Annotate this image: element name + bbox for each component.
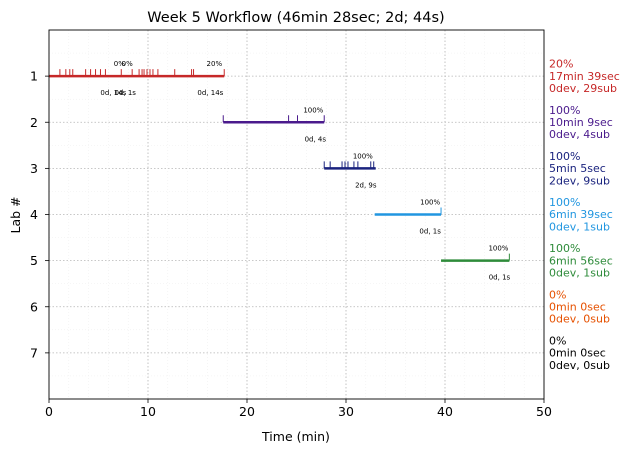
lab-1-summary-line: 0dev, 29sub [549,82,617,95]
lab-6-summary-line: 0dev, 0sub [549,313,610,326]
y-tick-label: 5 [30,253,38,268]
y-tick-label: 3 [30,161,38,176]
lab-1-duration-label: 0d, 14s [197,89,223,97]
lab-3-progress-label: 100% [353,152,373,160]
y-tick-label: 6 [30,299,38,314]
y-tick-label: 7 [30,345,38,360]
lab-1-progress-label: 20% [207,60,223,68]
lab-7-summary-line: 0% [549,334,566,347]
lab-5-progress-label: 100% [488,245,508,253]
lab-4-progress-label: 100% [420,199,440,207]
y-axis-label: Lab # [8,196,23,233]
lab-7-summary-line: 0min 0sec [549,347,606,360]
x-tick-label: 50 [536,404,552,419]
lab-1-duration-label: 0d, 14s [100,89,126,97]
lab-2-summary-line: 100% [549,104,580,117]
lab-5-summary-line: 100% [549,242,580,255]
lab-2-progress-label: 100% [303,106,323,114]
lab-2-duration-label: 0d, 4s [305,135,327,143]
lab-3-summary-line: 100% [549,150,580,163]
x-tick-label: 0 [45,404,53,419]
grid-layer [49,30,544,399]
lab-4-summary-line: 100% [549,196,580,209]
lab-7-summary-line: 0dev, 0sub [549,359,610,372]
y-tick-label: 2 [30,115,38,130]
x-axis-label: Time (min) [261,429,330,444]
lab-2-summary-line: 0dev, 4sub [549,128,610,141]
lab-5-summary-line: 0dev, 1sub [549,267,610,280]
lab-1-progress-label: 0% [122,60,133,68]
lab-5-duration-label: 0d, 1s [489,274,511,282]
lab-1-progress-label: 0% [114,60,125,68]
x-tick-label: 30 [338,404,354,419]
lab-6-summary-line: 0min 0sec [549,300,606,313]
lab-5-summary-line: 6min 56sec [549,254,613,267]
x-tick-label: 10 [140,404,156,419]
lab-1-summary-line: 17min 39sec [549,70,620,83]
lab-6-summary-line: 0% [549,288,566,301]
lab-3-summary-line: 5min 5sec [549,162,606,175]
chart-title: Week 5 Workflow (46min 28sec; 2d; 44s) [147,10,444,26]
lab-1-summary-line: 20% [549,58,573,71]
lab-4-duration-label: 0d, 1s [419,228,441,236]
lab-4-summary-line: 0dev, 1sub [549,220,610,233]
y-tick-label: 4 [30,207,38,222]
x-tick-label: 40 [437,404,453,419]
lab-3-summary-line: 2dev, 9sub [549,174,610,187]
lab-4-summary-line: 6min 39sec [549,208,613,221]
lab-2-summary-line: 10min 9sec [549,116,613,129]
y-tick-label: 1 [30,69,38,84]
lab-3-duration-label: 2d, 9s [355,181,377,189]
lab-1-duration-label: 0d, 1s [115,89,137,97]
x-tick-label: 20 [239,404,255,419]
